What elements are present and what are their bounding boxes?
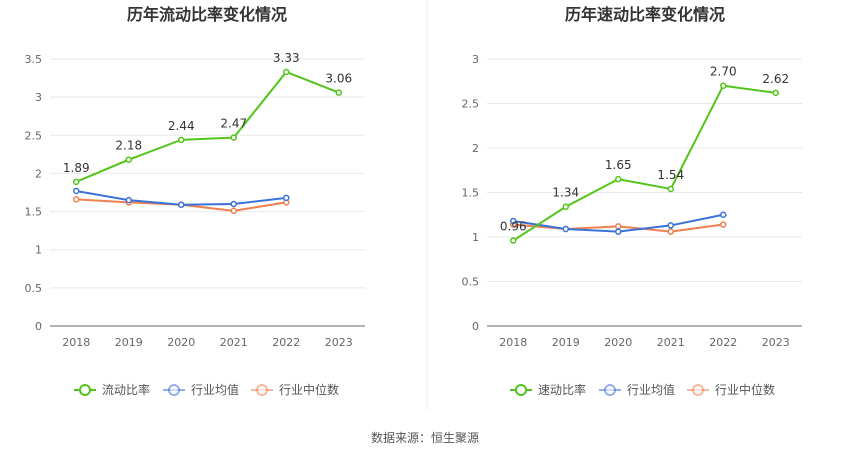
series-line [512,84,776,242]
legend-marker [79,384,91,396]
data-point [510,217,517,225]
y-tick-label: 0 [35,320,42,333]
x-tick-label: 2023 [325,336,353,349]
x-tick-label: 2021 [657,336,685,349]
x-tick-label: 2020 [167,336,195,349]
y-tick-label: 3.5 [25,53,43,66]
data-point [230,134,237,141]
data-point [667,185,674,193]
y-tick-label: 1 [472,231,479,244]
data-label: 1.54 [657,168,684,182]
legend-label: 行业中位数 [279,382,339,397]
data-point [283,68,290,76]
x-tick-label: 2020 [604,336,632,349]
data-point [178,201,185,208]
data-point [720,211,727,218]
legend-item[interactable]: 行业中位数 [251,382,339,397]
legend-label: 速动比率 [538,382,586,397]
data-point [510,237,517,244]
x-tick-label: 2022 [709,336,737,349]
series-line [75,70,340,183]
x-tick-label: 2019 [115,336,143,349]
data-label: 2.18 [115,139,142,153]
data-label: 1.65 [605,158,632,172]
y-tick-label: 2.5 [462,98,480,111]
legend-label: 行业均值 [191,382,239,397]
y-tick-label: 3 [35,91,42,104]
legend-item[interactable]: 流动比率 [74,382,150,397]
data-point [125,156,132,163]
data-point [73,178,80,186]
quick-ratio-chart: 历年速动比率变化情况 0 0.5 1 1.5 2 2.5 3 2018 2019 2020 2021 2… [462,5,802,397]
chart-title: 历年速动比率变化情况 [565,5,725,24]
data-label: 2.70 [710,65,737,79]
legend-marker [168,384,180,396]
data-point [615,175,622,183]
legend-marker [256,384,268,396]
data-point [562,203,569,210]
data-label: 1.34 [552,186,579,200]
data-label: 2.47 [220,117,247,131]
x-tick-label: 2021 [220,336,248,349]
legend-label: 行业均值 [627,382,675,397]
data-point [667,222,674,229]
y-tick-label: 3 [472,53,479,66]
legend-item[interactable]: 行业均值 [599,382,675,397]
x-tick-label: 2018 [499,336,527,349]
data-point [125,196,132,204]
data-point [772,89,779,97]
legend-marker [692,384,704,396]
data-label: 1.89 [63,161,90,175]
data-point [720,221,727,228]
data-label: 3.33 [273,51,300,65]
data-label: 2.62 [762,72,789,86]
x-tick-label: 2019 [552,336,580,349]
y-tick-label: 0.5 [462,276,480,289]
y-tick-label: 2 [35,167,42,180]
x-tick-label: 2018 [62,336,90,349]
data-point [720,82,727,89]
legend-item[interactable]: 速动比率 [510,382,586,397]
data-point [178,136,185,144]
legend-item[interactable]: 行业中位数 [687,382,775,397]
data-point [562,225,569,233]
legend-marker [515,384,527,396]
legend-label: 行业中位数 [715,382,775,397]
x-tick-label: 2022 [272,336,300,349]
data-label: 2.44 [168,119,195,133]
y-tick-label: 0 [472,320,479,333]
data-point [230,207,237,215]
data-point [335,89,342,96]
data-point [283,194,290,202]
legend-label: 流动比率 [102,382,150,397]
data-label: 0.96 [500,220,527,234]
y-tick-label: 0.5 [25,282,43,295]
legend-item[interactable]: 行业均值 [163,382,239,397]
source-note: 数据来源：恒生聚源 [371,430,479,445]
data-point [615,223,622,230]
current-ratio-chart: 历年流动比率变化情况 0 0.5 1 1.5 2 2.5 3 3.5 2018 2019 2020 20… [25,5,365,397]
x-tick-label: 2023 [762,336,790,349]
y-tick-label: 1.5 [25,206,43,219]
data-point [73,187,80,195]
chart-title: 历年流动比率变化情况 [127,5,287,24]
y-tick-label: 1.5 [462,187,480,200]
data-point [230,200,237,208]
data-label: 3.06 [325,72,352,86]
data-point [667,228,674,235]
y-tick-label: 1 [35,244,42,257]
data-point [615,228,622,235]
y-tick-label: 2.5 [25,129,43,142]
legend-marker [604,384,616,396]
y-tick-label: 2 [472,142,479,155]
data-point [73,196,80,203]
